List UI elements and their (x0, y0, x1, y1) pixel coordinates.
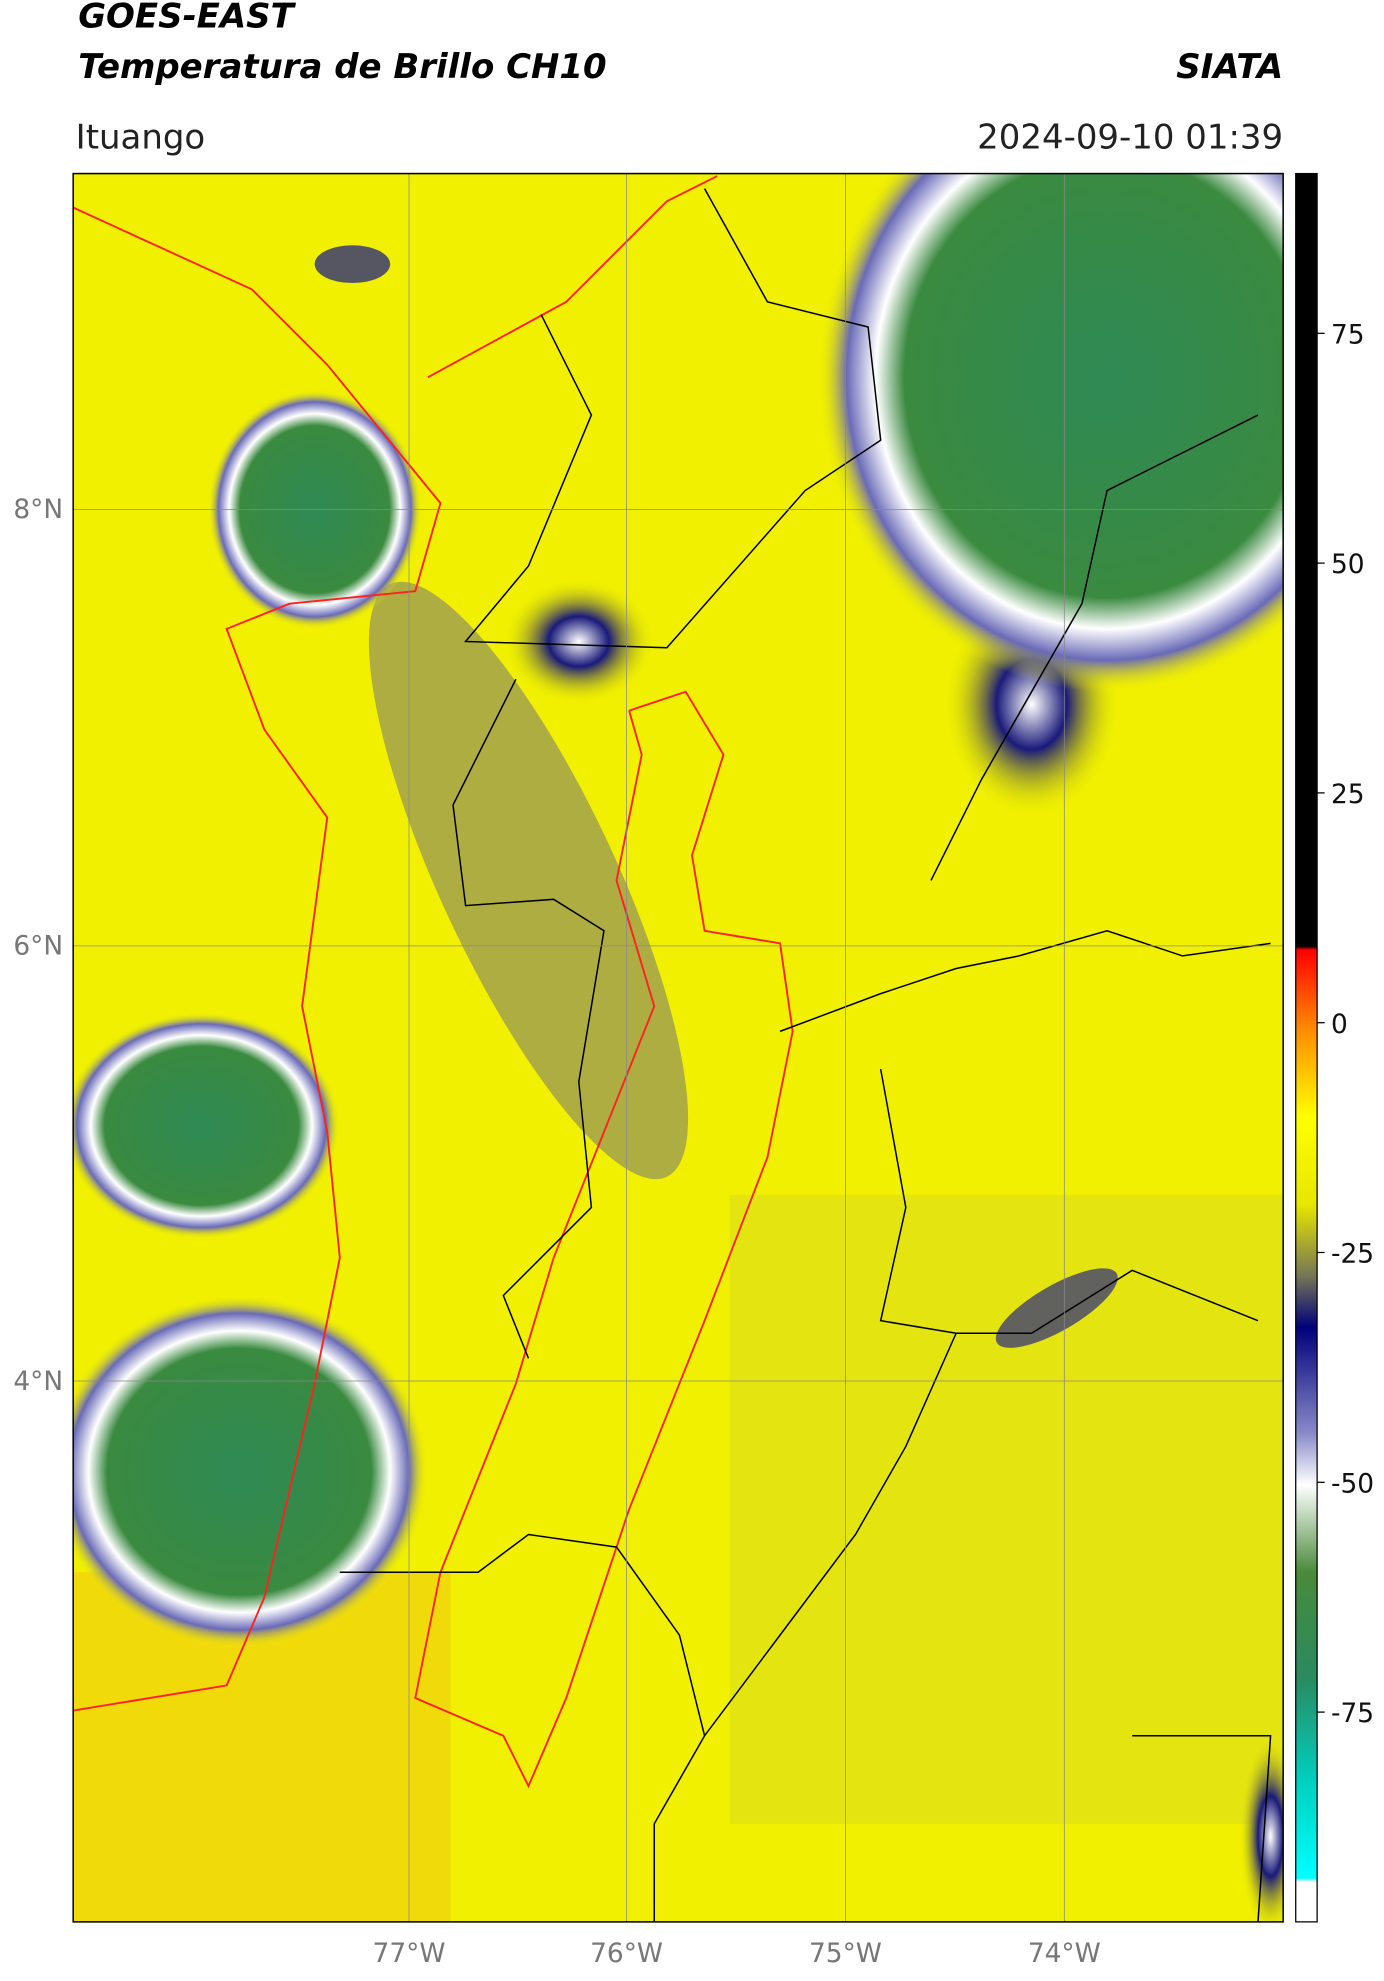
lon-label: 77°W (373, 1938, 446, 1969)
lat-label: 4°N (13, 1366, 63, 1397)
lon-label: 75°W (809, 1938, 882, 1969)
colorbar-scale (1295, 172, 1318, 1923)
lon-label: 74°W (1028, 1938, 1101, 1969)
title: GOES-EAST (78, 0, 296, 37)
colorbar-label: -25 (1331, 1239, 1374, 1270)
colorbar-label: 50 (1331, 549, 1365, 580)
timestamp: 2024-09-10 01:39 (977, 117, 1283, 157)
colorbar-label: 0 (1331, 1009, 1348, 1040)
map-frame (72, 172, 1284, 1923)
colorbar: 75 50 25 0 -25 -50 -75 (1295, 172, 1374, 1923)
lon-label: 76°W (590, 1938, 663, 1969)
colorbar-label: 25 (1331, 779, 1365, 810)
colorbar-label: 75 (1331, 319, 1365, 350)
location: Ituango (76, 117, 206, 157)
lat-label: 6°N (13, 931, 63, 962)
subtitle: Temperatura de Brillo CH10 (78, 47, 606, 87)
colorbar-label: -50 (1331, 1468, 1374, 1499)
brand: SIATA (1176, 47, 1283, 87)
lat-label: 8°N (13, 494, 63, 525)
satellite-image (73, 173, 1284, 1922)
colorbar-label: -75 (1331, 1698, 1374, 1729)
